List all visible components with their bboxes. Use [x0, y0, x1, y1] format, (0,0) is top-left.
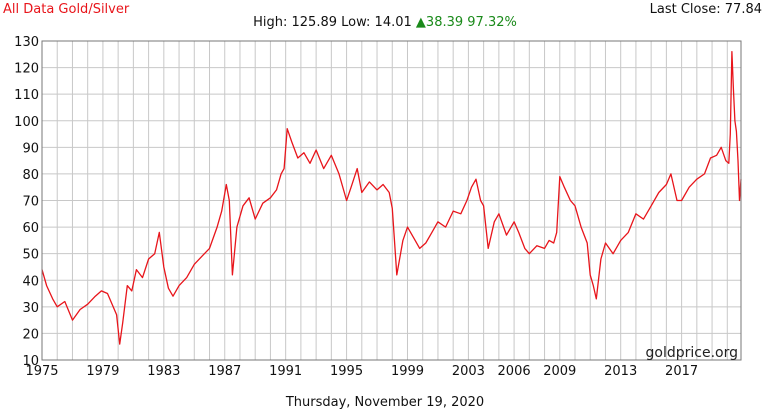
- plot-frame: [41, 40, 742, 361]
- x-tick-label: 1975: [25, 364, 58, 379]
- watermark: goldprice.org: [646, 345, 738, 361]
- y-tick-label: 70: [22, 195, 39, 210]
- y-tick-label: 120: [14, 62, 39, 77]
- chart-title: All Data Gold/Silver: [3, 2, 130, 17]
- x-tick-label: 1979: [86, 364, 119, 379]
- x-tick-label: 1995: [330, 364, 363, 379]
- series-layer: [41, 50, 742, 345]
- date-label: Thursday, November 19, 2020: [285, 395, 485, 410]
- change-value: 38.39: [425, 15, 464, 30]
- low-label: Low: 14.01: [341, 15, 412, 30]
- change-percent: 97.32%: [467, 15, 517, 30]
- x-axis: 1975 1979 1983 1987 1991 1995 1999 2003 2006 2009…: [25, 364, 698, 379]
- y-tick-label: 60: [22, 221, 39, 236]
- x-tick-label: 1999: [391, 364, 424, 379]
- y-tick-label: 40: [22, 274, 39, 289]
- y-tick-label: 50: [22, 248, 39, 263]
- y-tick-label: 100: [14, 115, 39, 130]
- y-axis: 10 20 30 40 50 60 70 80 90 100 110 120 130: [14, 35, 39, 369]
- y-tick-label: 130: [14, 35, 39, 50]
- y-tick-label: 20: [22, 327, 39, 342]
- series-line: [41, 50, 742, 345]
- y-tick-label: 80: [22, 168, 39, 183]
- x-tick-label: 2009: [543, 364, 576, 379]
- change-up-icon: ▲: [415, 15, 426, 30]
- x-tick-label: 1983: [147, 364, 180, 379]
- y-tick-label: 30: [22, 301, 39, 316]
- stats-line: High: 125.89 Low: 14.01 ▲38.39 97.32%: [0, 15, 770, 30]
- x-tick-label: 2013: [604, 364, 637, 379]
- y-tick-label: 10: [22, 354, 39, 369]
- y-tick-label: 90: [22, 141, 39, 156]
- x-tick-label: 1991: [269, 364, 302, 379]
- y-tick-label: 110: [14, 88, 39, 103]
- last-close-label: Last Close: 77.84: [649, 2, 762, 17]
- high-label: High: 125.89: [253, 15, 338, 30]
- x-tick-label: 2003: [452, 364, 485, 379]
- grid-lines: [41, 40, 741, 361]
- x-tick-label: 2006: [498, 364, 531, 379]
- x-tick-label: 2017: [665, 364, 698, 379]
- x-tick-label: 1987: [208, 364, 241, 379]
